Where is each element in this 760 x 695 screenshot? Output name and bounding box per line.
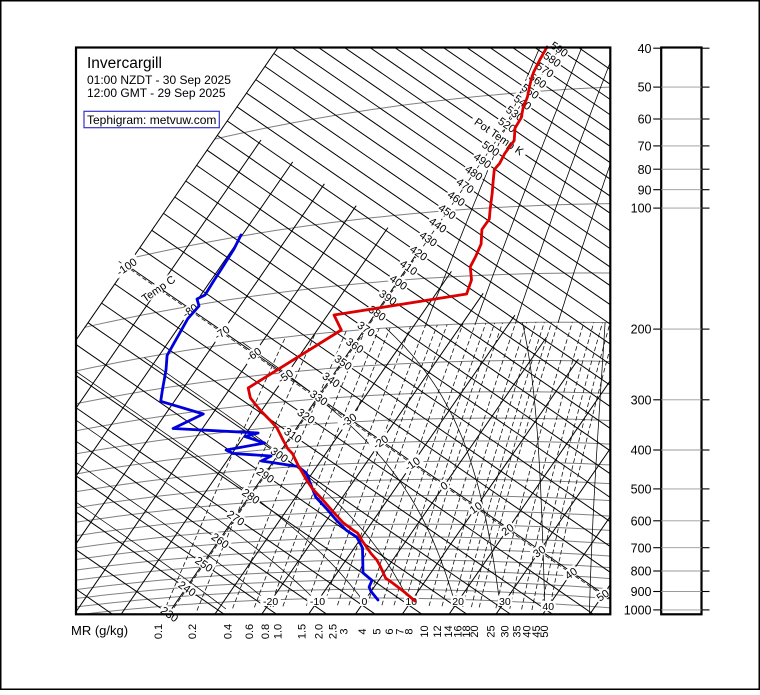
svg-text:0.1: 0.1 xyxy=(153,624,165,639)
svg-text:25: 25 xyxy=(486,625,498,637)
svg-text:MR (g/kg): MR (g/kg) xyxy=(71,623,128,638)
svg-text:4: 4 xyxy=(357,628,369,634)
svg-text:8: 8 xyxy=(403,628,415,634)
svg-text:600: 600 xyxy=(631,514,652,528)
svg-text:-20: -20 xyxy=(263,596,278,608)
svg-text:500: 500 xyxy=(631,483,652,497)
svg-text:10: 10 xyxy=(419,625,431,637)
svg-text:0.2: 0.2 xyxy=(187,624,199,639)
svg-text:Invercargill: Invercargill xyxy=(87,55,162,72)
svg-text:12:00 GMT - 29 Sep 2025: 12:00 GMT - 29 Sep 2025 xyxy=(87,86,226,100)
svg-text:-10: -10 xyxy=(310,596,325,608)
svg-text:50: 50 xyxy=(539,625,551,637)
svg-text:40: 40 xyxy=(638,42,652,56)
svg-text:40: 40 xyxy=(542,601,554,613)
svg-text:01:00 NZDT - 30 Sep 2025: 01:00 NZDT - 30 Sep 2025 xyxy=(87,73,231,87)
svg-text:60: 60 xyxy=(638,113,652,127)
svg-text:800: 800 xyxy=(631,565,652,579)
svg-text:0: 0 xyxy=(361,596,367,608)
svg-text:90: 90 xyxy=(638,183,652,197)
svg-text:30: 30 xyxy=(500,625,512,637)
svg-text:700: 700 xyxy=(631,541,652,555)
svg-text:1.0: 1.0 xyxy=(273,624,285,639)
svg-text:30: 30 xyxy=(499,596,511,608)
svg-text:80: 80 xyxy=(638,163,652,177)
svg-text:200: 200 xyxy=(631,323,652,337)
svg-text:50: 50 xyxy=(638,81,652,95)
svg-text:20: 20 xyxy=(469,625,481,637)
svg-text:1000: 1000 xyxy=(624,604,652,618)
svg-text:Tephigram: metvuw.com: Tephigram: metvuw.com xyxy=(87,113,216,127)
svg-text:20: 20 xyxy=(452,596,464,608)
svg-text:400: 400 xyxy=(631,444,652,458)
svg-text:100: 100 xyxy=(631,202,652,216)
svg-text:3: 3 xyxy=(339,628,351,634)
svg-text:5: 5 xyxy=(372,628,384,634)
svg-text:0.4: 0.4 xyxy=(222,624,234,639)
svg-text:0.6: 0.6 xyxy=(244,624,256,639)
svg-text:0.8: 0.8 xyxy=(260,624,272,639)
svg-text:300: 300 xyxy=(631,393,652,407)
svg-text:1.5: 1.5 xyxy=(296,624,308,639)
svg-text:2.0: 2.0 xyxy=(314,624,326,639)
svg-text:2.5: 2.5 xyxy=(327,624,339,639)
svg-text:900: 900 xyxy=(631,585,652,599)
svg-text:70: 70 xyxy=(638,140,652,154)
